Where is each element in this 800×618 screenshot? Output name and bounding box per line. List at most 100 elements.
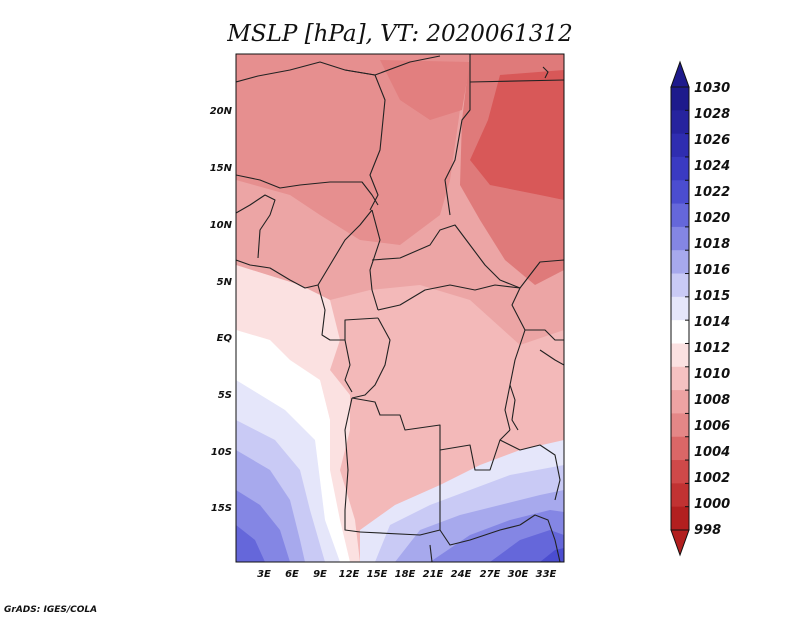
grads-credit: GrADS: IGES/COLA [4, 605, 97, 615]
colorbar-top-arrow [670, 60, 690, 88]
page-title: MSLP [hPa], VT: 2020061312 [226, 21, 572, 47]
colorbar-swatch [671, 110, 689, 135]
border-chad-sudan [444, 54, 471, 216]
lat-label: 15S [211, 503, 232, 514]
colorbar-swatch [671, 343, 689, 368]
colorbar-swatch [671, 483, 689, 508]
lon-label: 27E [480, 569, 501, 580]
lat-label: 5S [218, 390, 232, 401]
lon-label: 18E [395, 569, 416, 580]
border-uganda [525, 329, 564, 341]
border-angola-drc [351, 397, 441, 450]
colorbar-label: 1008 [694, 393, 730, 408]
pressure-field [236, 54, 564, 562]
lon-label: 30E [508, 569, 529, 580]
field-1022 [236, 525, 265, 562]
colorbar-swatch [671, 506, 689, 531]
colorbar-label: 1004 [694, 445, 730, 460]
lon-label: 12E [339, 569, 360, 580]
lat-axis: 20N 15N 10N 5N EQ 5S 10S 15S [210, 106, 233, 514]
lat-label: EQ [217, 333, 233, 344]
colorbar-swatch [671, 273, 689, 298]
map-frame [235, 53, 565, 563]
colorbar-label: 1010 [694, 367, 730, 382]
colorbar-swatch [671, 413, 689, 438]
colorbar-swatch [671, 87, 689, 111]
colorbar-swatch [671, 180, 689, 205]
colorbar-label: 1012 [694, 341, 730, 356]
border-namibia-zambia [359, 524, 521, 546]
colorbar-bottom-arrow [670, 529, 690, 557]
border-north [236, 55, 441, 83]
border-car-north [371, 224, 521, 289]
colorbar-label: 1014 [694, 315, 730, 330]
colorbar-swatch [671, 460, 689, 484]
colorbar-label: 1024 [694, 159, 730, 174]
border-car-south [377, 284, 521, 311]
border-botswana [429, 544, 433, 562]
lake-tanganyika [509, 384, 519, 431]
colorbar-label: 1016 [694, 263, 730, 278]
lon-label: 21E [423, 569, 444, 580]
lat-label: 10N [210, 220, 233, 231]
country-borders [236, 54, 564, 562]
coast-angola [344, 397, 361, 533]
border-zambia-drc [439, 429, 511, 471]
colorbar-swatch [671, 133, 689, 158]
colorbar-swatch [671, 250, 689, 275]
colorbar-label: 1015 [694, 289, 730, 304]
lat-label: 20N [210, 106, 233, 117]
lon-label: 6E [285, 569, 299, 580]
colorbar-label: 1026 [694, 133, 730, 148]
border-congo-drc [351, 317, 391, 399]
lon-label: 3E [257, 569, 271, 580]
border-cameroon-nigeria [317, 209, 373, 286]
border-gabon-congo [317, 284, 379, 341]
colorbar-swatch [671, 296, 689, 321]
lon-label: 24E [451, 569, 472, 580]
lat-label: 5N [217, 277, 233, 288]
border-kenya-tanzania [539, 349, 564, 366]
border-niger-chad [344, 69, 386, 211]
colorbar: 1030 1028 1026 1024 1022 1020 1018 1016 … [670, 60, 730, 557]
field-1004 [470, 70, 564, 200]
border-egypt-sudan [469, 79, 564, 83]
colorbar-label: 1006 [694, 419, 730, 434]
lon-axis: 3E 6E 9E 12E 15E 18E 21E 24E 27E 30E 33E [257, 569, 556, 580]
lat-label: 10S [211, 447, 232, 458]
lat-label: 15N [210, 163, 233, 174]
lon-label: 15E [367, 569, 388, 580]
border-cameroon-chad [369, 209, 381, 311]
border-south-sudan [511, 259, 564, 331]
colorbar-swatch [671, 390, 689, 414]
colorbar-swatch [671, 156, 689, 181]
colorbar-swatch [671, 436, 689, 461]
border-congo-west [344, 339, 353, 393]
colorbar-label: 1030 [694, 81, 730, 96]
field-1006-north [380, 60, 470, 120]
coast-red-sea [542, 66, 549, 79]
colorbar-swatch [671, 320, 689, 344]
border-benin [236, 194, 276, 259]
colorbar-swatches [671, 87, 689, 531]
colorbar-labels: 1030 1028 1026 1024 1022 1020 1018 1016 … [694, 81, 730, 538]
colorbar-label: 1022 [694, 185, 730, 200]
colorbar-label: 1020 [694, 211, 730, 226]
lon-label: 33E [536, 569, 557, 580]
colorbar-swatch [671, 203, 689, 228]
colorbar-label: 998 [694, 523, 721, 538]
border-malawi-moz [499, 439, 561, 501]
colorbar-frame [670, 86, 690, 531]
colorbar-label: 1002 [694, 471, 730, 486]
colorbar-swatch [671, 226, 689, 251]
colorbar-label: 1018 [694, 237, 730, 252]
lon-label: 9E [313, 569, 327, 580]
colorbar-label: 1028 [694, 107, 730, 122]
border-zimbabwe [519, 514, 561, 562]
colorbar-swatch [671, 366, 689, 391]
field-1022-south [490, 530, 564, 562]
colorbar-label: 1000 [694, 497, 730, 512]
border-nigeria-north [236, 174, 379, 206]
coast-gulf [236, 259, 319, 289]
